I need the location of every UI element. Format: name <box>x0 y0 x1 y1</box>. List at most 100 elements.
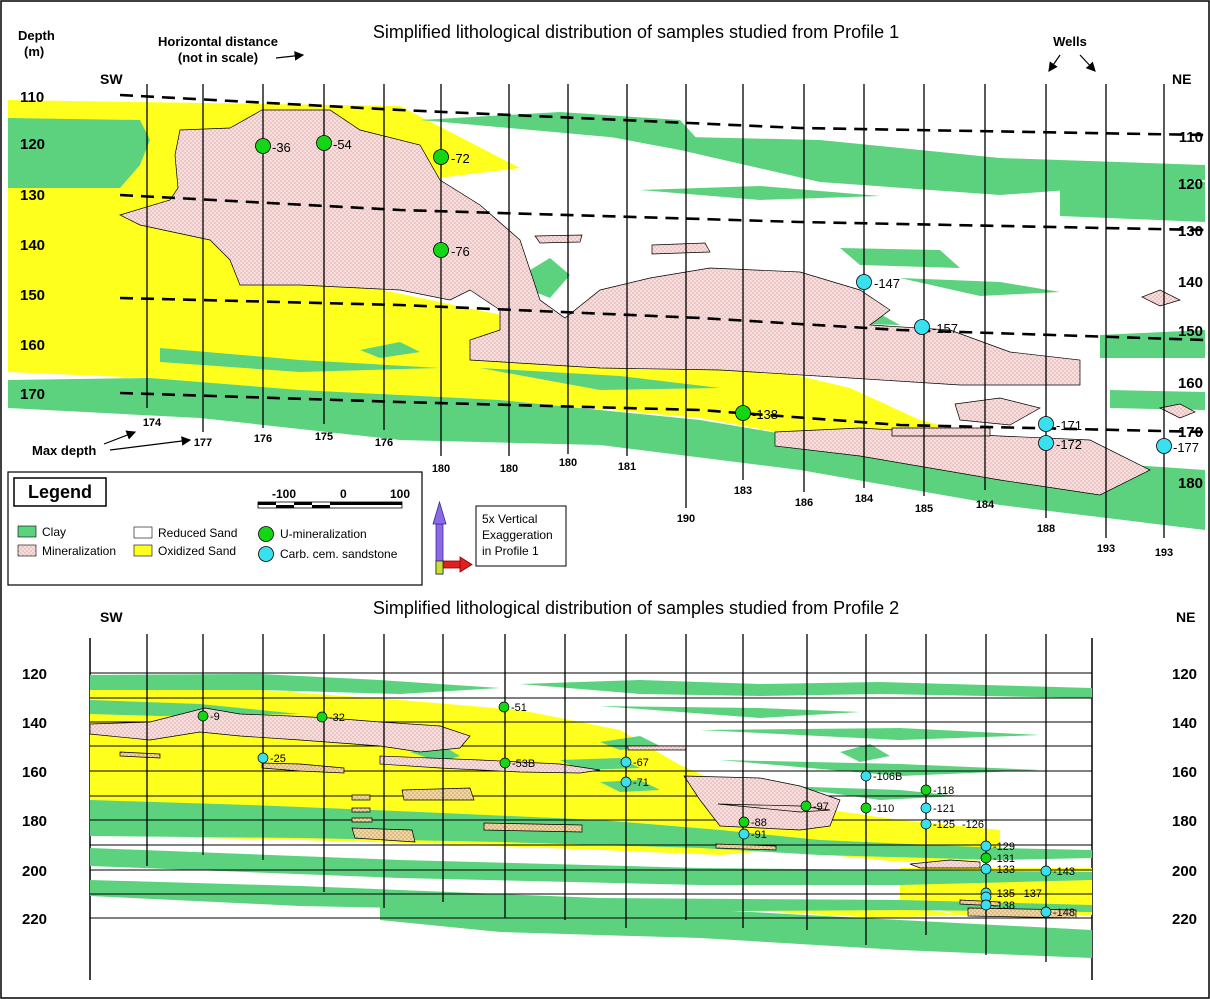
p2-ne-label: NE <box>1176 609 1195 625</box>
sample-label: -157 <box>932 321 958 336</box>
u-mineralization-marker <box>738 816 750 828</box>
sample-label: -88 <box>751 817 767 829</box>
sample-label: -147 <box>874 276 900 291</box>
p2-samples <box>197 701 1052 918</box>
sample-label: -76 <box>451 244 470 259</box>
wells-label: Wells <box>1053 34 1087 49</box>
carb-cem-sandstone-marker <box>1040 865 1052 877</box>
carb-cem-sandstone-marker <box>1040 906 1052 918</box>
u-mineralization-marker <box>433 242 449 258</box>
carb-cem-sandstone-marker <box>620 756 632 768</box>
sample-label: -53B <box>512 758 535 770</box>
sample-label: -133 <box>993 864 1015 876</box>
p1-right-depth-axis: 110 120 130 140 150 160 170 180 <box>1178 129 1203 492</box>
depth-label: 200 <box>22 863 47 880</box>
profile2-title: Simplified lithological distribution of … <box>373 598 899 618</box>
well-depth-label: 180 <box>500 463 518 475</box>
carb-cem-sandstone-swatch <box>258 546 274 562</box>
scale-bar: -100 0 100 <box>257 487 410 509</box>
wells-arrow-right <box>1079 54 1096 72</box>
depth-label: 130 <box>20 187 45 204</box>
well-depth-label: 176 <box>254 433 272 445</box>
sample-label: -32 <box>329 712 345 724</box>
carb-cem-sandstone-marker <box>1156 438 1172 454</box>
well-depth-label: 185 <box>915 503 933 515</box>
carb-cem-sandstone-marker <box>620 776 632 788</box>
depth-label: 110 <box>20 89 44 106</box>
carb-cem-sandstone-marker <box>1038 435 1054 451</box>
depth-label: 120 <box>1178 176 1203 193</box>
sample-label: -172 <box>1056 437 1082 452</box>
sample-label: -171 <box>1056 418 1082 433</box>
u-mineralization-marker <box>316 135 332 151</box>
sample-label: -129 <box>993 841 1015 853</box>
sample-label: -125 <box>933 819 955 831</box>
well-depth-label: 183 <box>734 485 752 497</box>
p2-mineralization <box>89 707 981 869</box>
u-mineralization-swatch <box>258 526 274 542</box>
max-depth-label: Max depth <box>32 443 96 458</box>
depth-label: 220 <box>1172 911 1197 928</box>
depth-label: 170 <box>1178 424 1203 441</box>
sample-label: -67 <box>633 757 649 769</box>
scale-label: 100 <box>390 487 410 501</box>
p1-sample-labels: -36 -54 -72 -76 -138 -147 -157 -171 -172… <box>272 137 1199 455</box>
u-mineralization-marker <box>197 710 209 722</box>
max-depth-arrow-1 <box>103 430 137 445</box>
u-mineralization-marker <box>735 405 751 421</box>
legend-clay: Clay <box>42 525 66 539</box>
sample-label: -126 <box>962 819 984 831</box>
exaggeration-box <box>475 505 567 567</box>
sample-label: -177 <box>1173 440 1199 455</box>
legend-oxidized-sand: Oxidized Sand <box>158 544 236 558</box>
horizontal-distance-label: Horizontal distance <box>158 34 278 49</box>
well-depth-label: 181 <box>618 461 636 473</box>
well-depth-label: 180 <box>432 463 450 475</box>
legend: Legend -100 0 100 Clay Mineralization Re… <box>7 471 423 586</box>
carb-cem-sandstone-marker <box>738 828 750 840</box>
carb-cem-sandstone-marker <box>856 274 872 290</box>
sample-label: -137 <box>1020 888 1042 900</box>
sample-label: -9 <box>210 711 220 723</box>
depth-label: 120 <box>1172 666 1197 683</box>
legend-title-box <box>13 477 107 507</box>
sample-label: -25 <box>270 753 286 765</box>
depth-label: 160 <box>22 764 47 781</box>
exaggeration-indicator: 5x Vertical Exaggeration in Profile 1 <box>432 500 567 575</box>
p1-sw-label: SW <box>100 71 123 87</box>
sample-label: -106B <box>873 771 902 783</box>
reduced-sand-swatch <box>133 526 153 539</box>
legend-reduced-sand: Reduced Sand <box>158 526 237 540</box>
not-in-scale-label: (not in scale) <box>178 50 258 65</box>
well-depth-label: 188 <box>1037 523 1055 535</box>
depth-label: 150 <box>1178 323 1203 340</box>
depth-label: 110 <box>1179 129 1203 146</box>
carb-cem-sandstone-marker <box>980 840 992 852</box>
well-depth-label: 177 <box>194 437 212 449</box>
scale-label: 0 <box>340 487 347 501</box>
carb-cem-sandstone-marker <box>980 863 992 875</box>
sample-label: -51 <box>511 702 527 714</box>
p1-well-depth-labels: 174 177 176 175 176 180 180 180 181 190 … <box>143 417 1173 559</box>
carb-cem-sandstone-marker <box>980 899 992 911</box>
well-depth-label: 193 <box>1155 547 1173 559</box>
profile1-title: Simplified lithological distribution of … <box>373 22 899 42</box>
sample-label: -110 <box>873 803 894 815</box>
well-depth-label: 190 <box>677 513 695 525</box>
depth-label: 150 <box>20 287 45 304</box>
depth-label: 120 <box>22 666 47 683</box>
sample-label: -54 <box>333 137 352 152</box>
p2-left-depth-axis: 120 140 160 180 200 220 <box>22 666 47 928</box>
carb-cem-sandstone-marker <box>257 752 269 764</box>
depth-label: 160 <box>1178 375 1203 392</box>
u-mineralization-marker <box>920 784 932 796</box>
carb-cem-sandstone-marker <box>920 818 932 830</box>
sample-label: -138 <box>993 900 1015 912</box>
scale-label: -100 <box>272 487 296 501</box>
sample-label: -148 <box>1053 907 1075 919</box>
exaggeration-text: in Profile 1 <box>482 544 539 558</box>
depth-label: 170 <box>20 386 45 403</box>
depth-label: 140 <box>22 715 47 732</box>
u-mineralization-marker <box>800 800 812 812</box>
